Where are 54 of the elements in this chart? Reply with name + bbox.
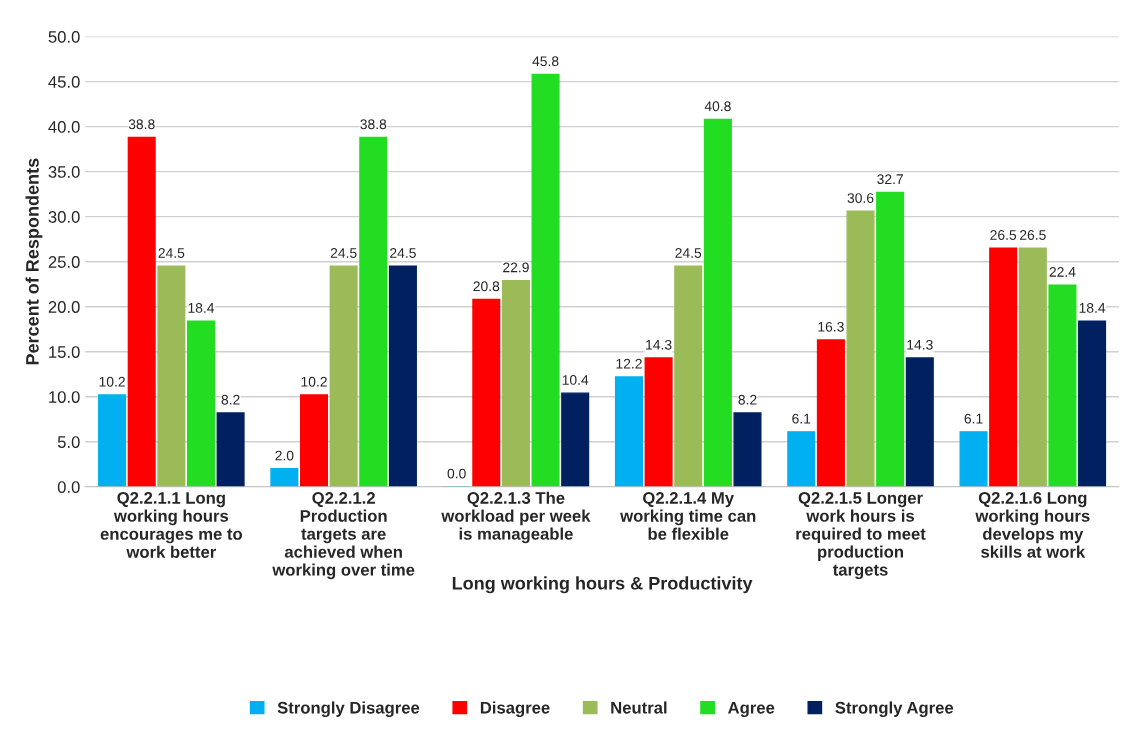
y-tick-label: 5.0 (57, 436, 80, 448)
data-label: 40.8 (704, 101, 731, 112)
data-label: 6.1 (964, 413, 983, 424)
data-label: 14.3 (646, 339, 672, 350)
data-label: 0.0 (447, 468, 466, 479)
x-tick-label: Q2.2.1.4 My working time can be flexible (620, 492, 756, 540)
data-label: 45.8 (532, 56, 559, 67)
y-tick-label: 30.0 (48, 211, 80, 223)
data-label: 24.5 (675, 248, 702, 258)
x-axis-title: Long working hours & Productivity (452, 576, 753, 594)
data-label: 8.2 (738, 394, 757, 405)
data-label: 2.0 (275, 450, 294, 461)
data-label: 16.3 (818, 321, 844, 332)
data-label: 22.4 (1049, 266, 1076, 277)
legend-label: Neutral (611, 701, 667, 714)
data-label: 22.9 (503, 262, 529, 273)
data-label: 24.5 (390, 248, 416, 258)
data-label: 10.4 (562, 375, 589, 385)
data-label: 38.8 (128, 119, 155, 130)
data-label: 12.2 (616, 358, 642, 369)
y-axis-title: Percent of Respondents (25, 158, 43, 365)
y-tick-label: 25.0 (48, 256, 80, 268)
data-label: 20.8 (473, 281, 500, 292)
y-tick-label: 45.0 (48, 76, 80, 88)
data-label: 10.2 (301, 376, 327, 387)
x-tick-label: Q2.2.1.3 The workload per week is manageable (441, 491, 591, 544)
data-label: 24.5 (330, 248, 357, 258)
y-tick-label: 50.0 (48, 31, 80, 43)
data-label: 18.4 (1079, 302, 1106, 313)
y-tick-label: 20.0 (48, 301, 80, 313)
y-tick-label: 10.0 (49, 391, 80, 403)
y-tick-label: 0.0 (57, 481, 80, 493)
data-label: 38.8 (360, 119, 387, 130)
data-label: 30.6 (847, 193, 874, 203)
y-tick-label: 40.0 (48, 121, 80, 133)
y-tick-label: 35.0 (48, 166, 80, 178)
legend-label: Disagree (480, 701, 550, 717)
data-label: 32.7 (877, 174, 903, 185)
x-tick-label: Q2.2.1.2 Production targets are achieved when working over time (272, 492, 415, 580)
legend-label: Strongly Disagree (277, 701, 420, 717)
legend-label: Agree (728, 702, 775, 717)
x-tick-label: Q2.2.1.1 Long working hours encourages me to work better (100, 492, 243, 558)
y-tick-label: 15.0 (49, 346, 80, 358)
data-label: 26.5 (990, 230, 1017, 240)
legend-label: Strongly Agree (835, 701, 954, 717)
data-label: 24.5 (158, 248, 185, 258)
data-label: 26.5 (1020, 230, 1046, 240)
data-label: 8.2 (221, 394, 240, 405)
data-label: 10.2 (99, 376, 125, 387)
data-label: 18.4 (188, 302, 215, 313)
x-tick-label: Q2.2.1.6 Long working hours develops my skills at work (975, 492, 1090, 558)
data-label: 6.1 (792, 413, 811, 424)
data-label: 14.3 (907, 339, 933, 350)
x-tick-label: Q2.2.1.5 Longer work hours is required to meet production targets (796, 492, 926, 580)
